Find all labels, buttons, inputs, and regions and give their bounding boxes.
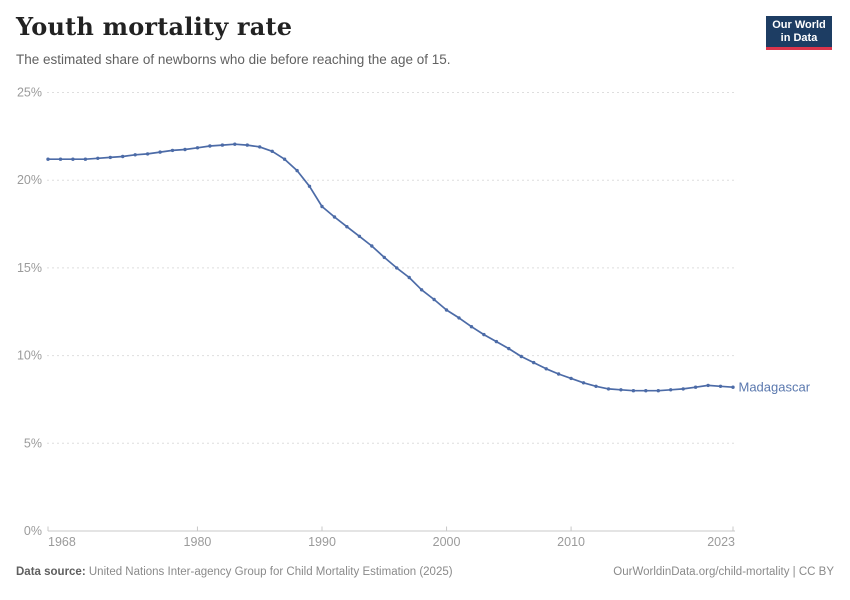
data-point [183,147,187,152]
x-tick-label: 1980 [184,535,212,549]
data-point [370,244,374,248]
data-point [382,255,386,260]
data-point [357,234,362,238]
x-tick-label: 2010 [557,535,585,549]
data-point [108,155,113,160]
data-point [544,367,548,371]
data-point [258,145,262,149]
data-point [145,152,150,156]
page-subtitle: The estimated share of newborns who die … [16,52,451,67]
data-point [581,381,586,385]
data-point [332,215,337,219]
data-point [133,153,137,157]
chart-footer: Data source: United Nations Inter-agency… [16,566,834,578]
y-tick-label: 5% [24,436,42,450]
data-point [220,143,225,147]
data-point [594,384,598,388]
data-point [270,149,274,153]
data-point [444,308,449,312]
data-point [718,384,723,388]
data-point [457,316,461,320]
data-point [83,157,88,161]
x-tick-label: 2000 [433,535,461,549]
data-point [669,388,673,392]
data-point [419,288,424,292]
data-source-text: United Nations Inter-agency Group for Ch… [88,566,453,578]
data-source-label: Data source: [16,566,86,578]
data-point [432,297,436,302]
y-tick-label: 15% [17,261,42,275]
data-point [295,168,299,173]
data-point [706,383,710,388]
data-point [195,146,200,150]
owid-logo[interactable]: Our World in Data [766,16,832,50]
y-tick-label: 10% [17,349,42,363]
series-line [47,143,734,392]
data-point [282,157,287,161]
data-point [507,346,511,351]
x-tick-label: 1968 [48,535,76,549]
data-point [519,354,523,359]
data-point [320,204,324,209]
page-title: Youth mortality rate [16,12,293,41]
data-point [407,275,411,280]
data-point [619,388,623,392]
data-point [532,360,536,365]
data-point [233,142,237,146]
data-point [631,389,636,393]
data-point [71,157,75,161]
data-point [96,156,100,160]
y-tick-label: 20% [17,173,42,187]
data-point [693,385,698,389]
data-point [121,154,125,159]
series-end-label[interactable]: Madagascar [739,380,811,395]
data-point [644,389,648,393]
data-point [395,266,399,270]
data-point [482,332,486,337]
data-point [345,225,349,229]
x-tick-label: 2023 [707,535,735,549]
y-tick-label: 25% [17,86,42,100]
data-point [606,387,611,391]
owid-link[interactable]: OurWorldinData.org/child-mortality | CC … [613,566,834,578]
data-point [208,144,212,148]
data-point [170,148,175,153]
data-point [656,389,660,393]
data-source: Data source: United Nations Inter-agency… [16,566,453,578]
owid-logo-line2: in Data [780,31,818,44]
data-point [569,376,573,381]
y-tick-label: 0% [24,524,42,538]
data-point [46,157,50,161]
owid-logo-line1: Our World [772,18,826,31]
x-tick-label: 1990 [308,535,336,549]
data-point [469,325,474,329]
data-point [681,387,685,391]
data-point [158,150,162,154]
data-point [307,184,312,188]
data-point [58,157,63,161]
data-point [245,143,249,147]
data-point [556,372,561,376]
data-point [731,385,735,389]
data-point [494,339,499,344]
